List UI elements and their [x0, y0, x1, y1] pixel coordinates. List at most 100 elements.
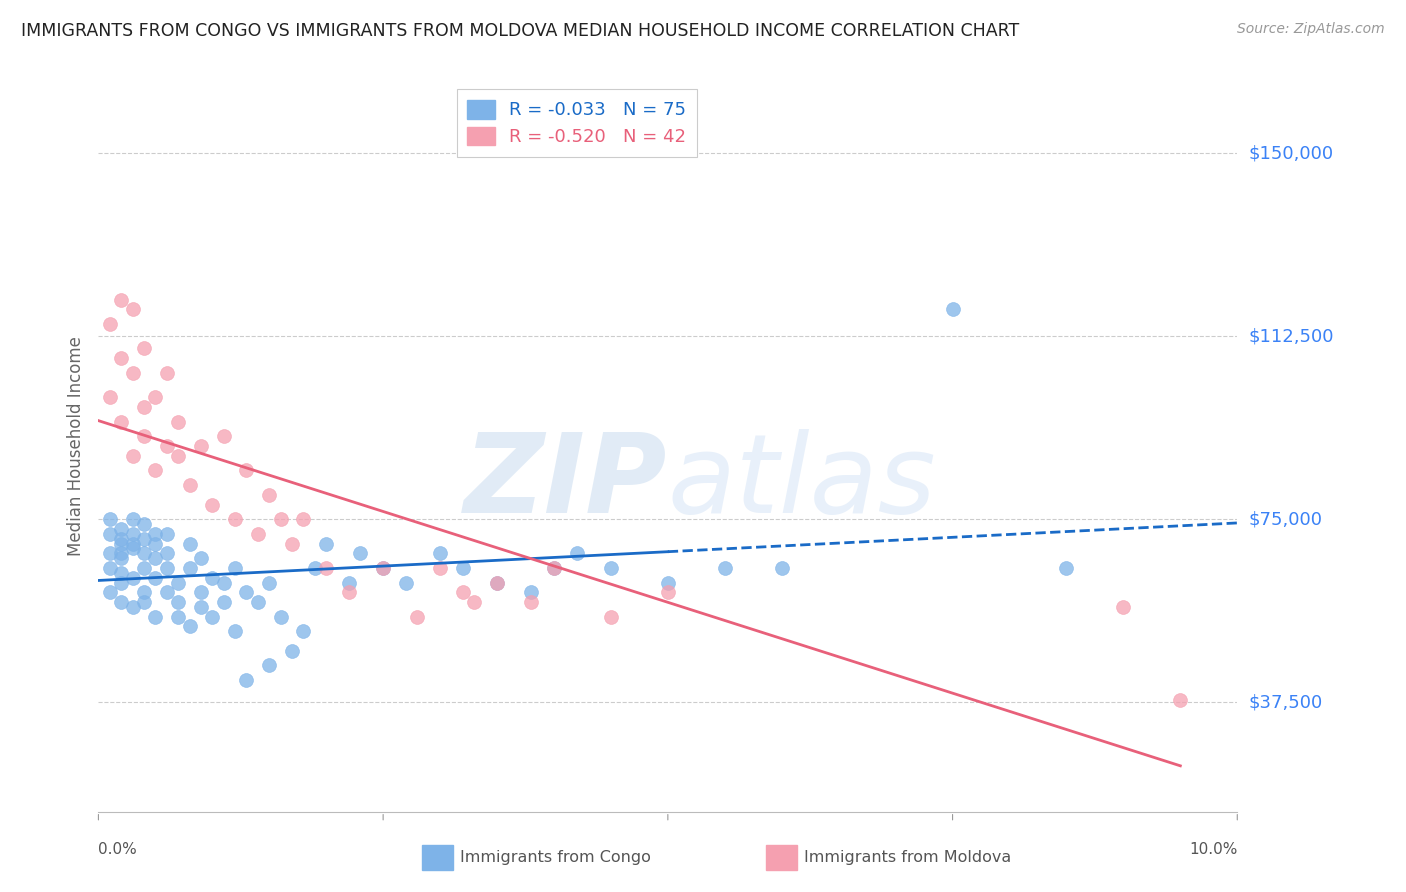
Point — [132, 585, 155, 599]
Point — [110, 595, 132, 609]
Point — [156, 561, 179, 575]
Point — [132, 595, 155, 609]
Point — [190, 585, 212, 599]
Point — [373, 561, 395, 575]
Point — [121, 512, 143, 526]
Point — [315, 561, 337, 575]
Point — [600, 609, 623, 624]
Point — [167, 449, 190, 463]
Point — [212, 595, 235, 609]
Point — [145, 463, 167, 477]
Point — [201, 609, 224, 624]
Text: IMMIGRANTS FROM CONGO VS IMMIGRANTS FROM MOLDOVA MEDIAN HOUSEHOLD INCOME CORRELA: IMMIGRANTS FROM CONGO VS IMMIGRANTS FROM… — [21, 22, 1019, 40]
Point — [121, 449, 143, 463]
Point — [156, 439, 179, 453]
Point — [246, 595, 269, 609]
Point — [543, 561, 565, 575]
Point — [167, 575, 190, 590]
Point — [132, 546, 155, 560]
Point — [179, 619, 201, 633]
Point — [121, 526, 143, 541]
Point — [235, 463, 257, 477]
Point — [212, 575, 235, 590]
Point — [463, 595, 485, 609]
Text: $150,000: $150,000 — [1249, 145, 1333, 162]
Point — [156, 366, 179, 380]
Text: ZIP: ZIP — [464, 429, 668, 536]
Point — [179, 478, 201, 492]
Point — [1170, 692, 1192, 706]
Point — [565, 546, 588, 560]
Point — [201, 571, 224, 585]
Point — [281, 644, 304, 658]
Point — [259, 488, 281, 502]
Point — [395, 575, 418, 590]
Point — [201, 498, 224, 512]
Point — [486, 575, 509, 590]
Point — [520, 585, 543, 599]
Point — [270, 609, 292, 624]
Point — [132, 400, 155, 414]
Point — [110, 575, 132, 590]
Point — [132, 532, 155, 546]
Point — [98, 390, 121, 404]
Point — [451, 585, 474, 599]
Point — [600, 561, 623, 575]
Text: 10.0%: 10.0% — [1189, 842, 1237, 857]
Point — [281, 536, 304, 550]
Point — [292, 624, 315, 639]
Point — [121, 541, 143, 556]
Y-axis label: Median Household Income: Median Household Income — [66, 336, 84, 556]
Point — [145, 609, 167, 624]
Point — [145, 551, 167, 566]
Point — [110, 536, 132, 550]
Text: $112,500: $112,500 — [1249, 327, 1334, 345]
Point — [224, 624, 246, 639]
Point — [259, 658, 281, 673]
Point — [156, 585, 179, 599]
Point — [1056, 561, 1078, 575]
Point — [190, 439, 212, 453]
Point — [98, 561, 121, 575]
Point — [235, 673, 257, 687]
Point — [429, 561, 451, 575]
Point — [156, 526, 179, 541]
Point — [304, 561, 326, 575]
Point — [235, 585, 257, 599]
Text: Immigrants from Moldova: Immigrants from Moldova — [804, 850, 1011, 864]
Point — [167, 595, 190, 609]
Point — [270, 512, 292, 526]
Text: 0.0%: 0.0% — [98, 842, 138, 857]
Point — [145, 571, 167, 585]
Point — [110, 351, 132, 366]
Legend: R = -0.033   N = 75, R = -0.520   N = 42: R = -0.033 N = 75, R = -0.520 N = 42 — [457, 89, 697, 157]
Point — [190, 599, 212, 614]
Point — [167, 609, 190, 624]
Point — [942, 302, 965, 317]
Text: $75,000: $75,000 — [1249, 510, 1323, 528]
Text: Immigrants from Congo: Immigrants from Congo — [460, 850, 651, 864]
Point — [110, 566, 132, 580]
Point — [145, 526, 167, 541]
Point — [110, 415, 132, 429]
Point — [156, 546, 179, 560]
Point — [145, 390, 167, 404]
Point — [98, 317, 121, 331]
Point — [315, 536, 337, 550]
Point — [98, 546, 121, 560]
Point — [657, 575, 679, 590]
Point — [132, 429, 155, 443]
Point — [543, 561, 565, 575]
Point — [259, 575, 281, 590]
Text: $37,500: $37,500 — [1249, 693, 1323, 711]
Point — [121, 302, 143, 317]
Point — [212, 429, 235, 443]
Point — [451, 561, 474, 575]
Point — [110, 546, 132, 560]
Point — [224, 512, 246, 526]
Point — [520, 595, 543, 609]
Point — [337, 585, 360, 599]
Point — [224, 561, 246, 575]
Point — [110, 293, 132, 307]
Point — [121, 571, 143, 585]
